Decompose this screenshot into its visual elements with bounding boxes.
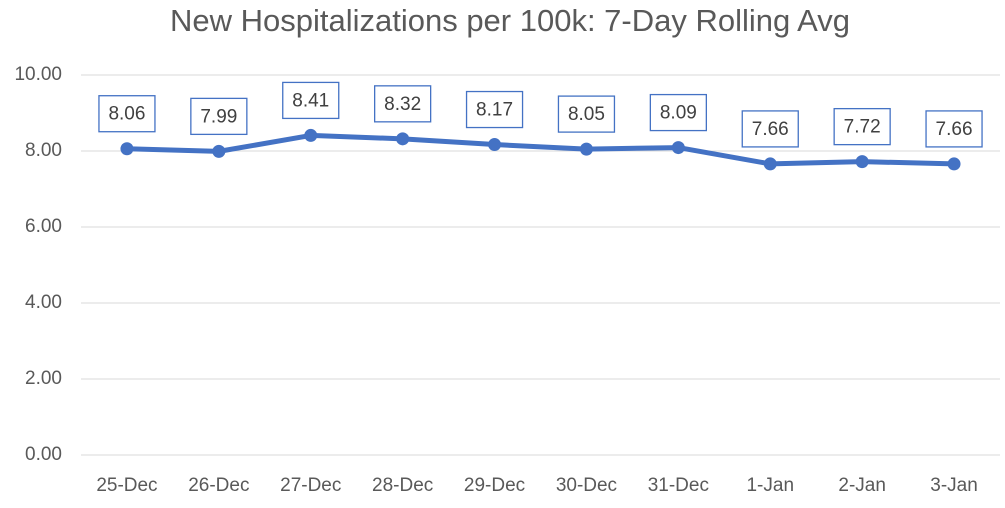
data-label: 8.09 bbox=[660, 103, 697, 124]
x-tick-label: 26-Dec bbox=[188, 475, 249, 496]
x-tick-label: 25-Dec bbox=[96, 475, 157, 496]
marker bbox=[855, 155, 869, 169]
x-tick-label: 31-Dec bbox=[648, 475, 709, 496]
data-label: 8.06 bbox=[108, 104, 145, 125]
data-label-box bbox=[649, 93, 707, 132]
marker bbox=[579, 142, 593, 156]
data-label-box bbox=[557, 95, 616, 133]
x-tick-label: 29-Dec bbox=[464, 475, 525, 496]
y-tick-label: 4.00 bbox=[25, 292, 62, 313]
marker bbox=[396, 132, 410, 146]
chart-title: New Hospitalizations per 100k: 7-Day Rol… bbox=[170, 3, 850, 38]
marker bbox=[671, 141, 685, 155]
x-tick-label: 28-Dec bbox=[372, 475, 433, 496]
marker bbox=[212, 144, 226, 158]
data-label: 7.66 bbox=[752, 119, 789, 140]
data-label: 7.66 bbox=[936, 119, 973, 140]
data-label: 8.32 bbox=[384, 94, 421, 115]
data-label-box bbox=[282, 81, 340, 120]
data-label-box bbox=[833, 107, 891, 146]
data-label-box bbox=[465, 90, 524, 129]
y-tick-label: 2.00 bbox=[25, 368, 62, 389]
y-tick-label: 6.00 bbox=[25, 216, 62, 237]
y-tick-label: 0.00 bbox=[25, 444, 62, 465]
marker bbox=[763, 157, 777, 171]
y-tick-label: 8.00 bbox=[25, 140, 62, 161]
data-label: 7.99 bbox=[200, 106, 237, 127]
x-tick-label: 1-Jan bbox=[746, 475, 794, 496]
data-label-box bbox=[98, 95, 156, 133]
marker bbox=[488, 138, 502, 152]
marker bbox=[304, 128, 318, 142]
x-tick-label: 27-Dec bbox=[280, 475, 341, 496]
data-label: 8.05 bbox=[568, 104, 605, 125]
series-line bbox=[126, 132, 955, 167]
x-tick-label: 30-Dec bbox=[556, 475, 617, 496]
data-label-box bbox=[190, 97, 248, 136]
y-tick-label: 10.00 bbox=[14, 64, 62, 85]
marker bbox=[947, 157, 961, 171]
data-label: 7.72 bbox=[844, 117, 881, 138]
x-tick-label: 2-Jan bbox=[838, 475, 886, 496]
data-label: 8.17 bbox=[476, 100, 513, 121]
data-label-box bbox=[741, 110, 799, 148]
x-tick-label: 3-Jan bbox=[930, 475, 978, 496]
marker bbox=[120, 142, 134, 156]
data-label-box bbox=[925, 110, 983, 148]
data-label-box bbox=[373, 85, 432, 123]
data-label: 8.41 bbox=[292, 90, 329, 111]
